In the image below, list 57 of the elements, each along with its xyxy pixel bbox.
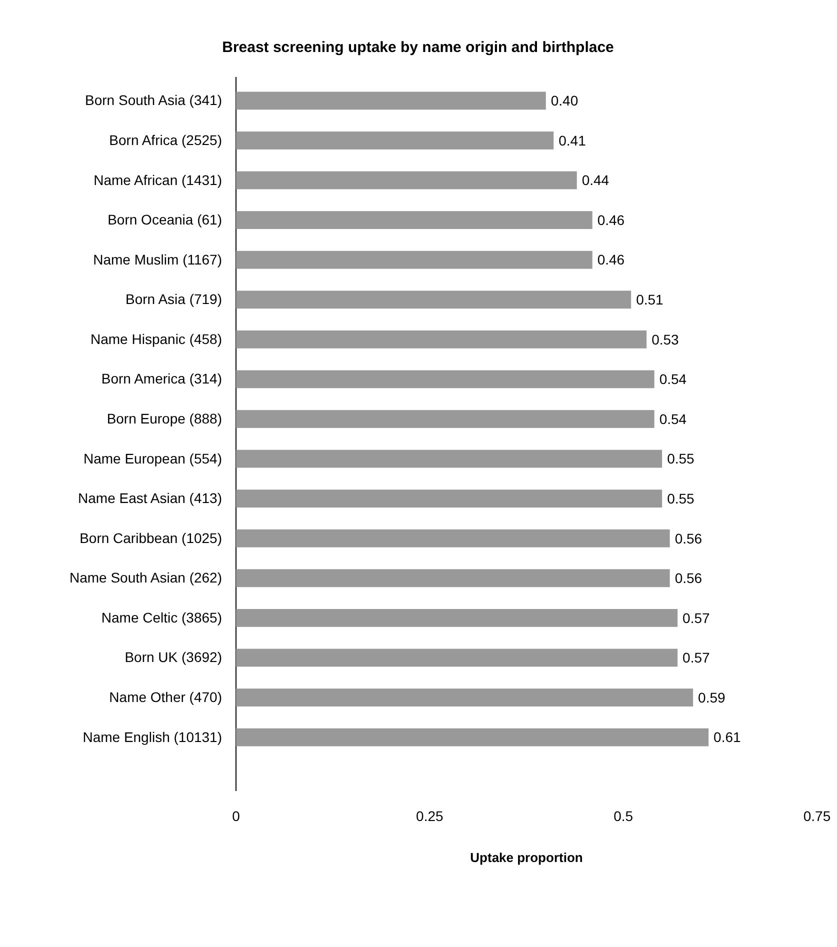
y-tick-label: Born America (314) xyxy=(101,370,222,387)
bar xyxy=(236,490,662,508)
data-label: 0.46 xyxy=(597,252,625,268)
data-label: 0.40 xyxy=(550,92,578,109)
bar xyxy=(236,728,709,746)
bar xyxy=(236,529,670,548)
data-label: 0.54 xyxy=(659,371,687,388)
y-tick-label: Born UK (3692) xyxy=(124,649,222,666)
data-label: 0.56 xyxy=(674,530,702,546)
y-tick-label: Born Europe (888) xyxy=(106,410,222,426)
y-tick-label: Name Celtic (3865) xyxy=(101,609,222,626)
bar xyxy=(236,688,694,706)
bar xyxy=(236,132,554,150)
bar xyxy=(236,569,670,588)
bar xyxy=(236,290,632,309)
y-tick-label: Name Muslim (1167) xyxy=(93,251,222,268)
y-tick-label: Name East Asian (413) xyxy=(78,490,222,506)
data-label: 0.56 xyxy=(674,570,702,586)
y-tick-label: Born Asia (719) xyxy=(126,291,222,308)
data-label: 0.55 xyxy=(667,490,695,506)
x-tick-label: 0 xyxy=(232,808,240,824)
data-label: 0.54 xyxy=(659,410,687,427)
data-label: 0.51 xyxy=(636,292,664,308)
y-tick-label: Born Caribbean (1025) xyxy=(80,530,222,546)
data-label: 0.55 xyxy=(667,450,695,467)
y-tick-label: Name African (1431) xyxy=(94,172,222,188)
bar xyxy=(236,330,647,348)
y-tick-label: Name Hispanic (458) xyxy=(90,330,222,347)
y-tick-label: Name English (10131) xyxy=(82,728,222,745)
data-label: 0.53 xyxy=(652,331,680,348)
y-tick-label: Name South Asian (262) xyxy=(69,570,222,586)
bar xyxy=(236,450,662,468)
data-label: 0.41 xyxy=(558,132,586,148)
bar xyxy=(236,648,678,667)
y-tick-label: Born Africa (2525) xyxy=(109,132,222,148)
x-tick-label: 0.25 xyxy=(416,808,444,824)
bar xyxy=(236,211,592,230)
data-label: 0.44 xyxy=(582,172,610,188)
data-label: 0.59 xyxy=(698,689,726,706)
bar xyxy=(236,608,678,627)
y-tick-label: Born South Asia (341) xyxy=(85,92,222,108)
data-label: 0.46 xyxy=(597,212,625,228)
y-tick-label: Born Oceania (61) xyxy=(108,212,222,228)
bar xyxy=(236,410,654,428)
bar xyxy=(236,250,592,269)
x-tick-label: 0.5 xyxy=(614,808,634,824)
bar xyxy=(236,92,546,110)
bar xyxy=(236,171,577,190)
y-tick-label: Name European (554) xyxy=(83,450,222,466)
bar xyxy=(236,370,654,388)
x-tick-label: 0.75 xyxy=(803,808,831,824)
x-axis-title: Uptake proportion xyxy=(470,850,583,865)
data-label: 0.61 xyxy=(714,729,742,746)
chart-title: Breast screening uptake by name origin and birthplace xyxy=(222,39,614,56)
data-label: 0.57 xyxy=(682,610,710,626)
y-tick-label: Name Other (470) xyxy=(109,688,222,705)
data-label: 0.57 xyxy=(682,650,710,666)
